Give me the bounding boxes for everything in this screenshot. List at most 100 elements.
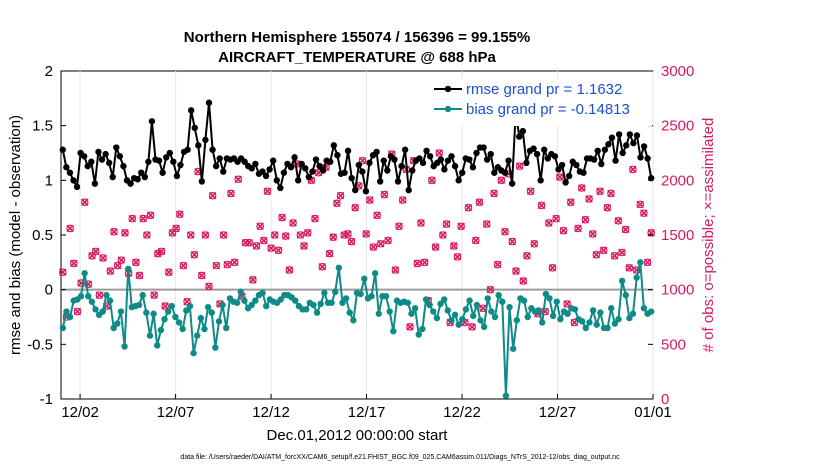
obs-assimilated-point — [278, 213, 286, 222]
obs-assimilated-point — [150, 291, 158, 299]
rmse-point — [444, 157, 452, 164]
obs-possible-point — [519, 277, 528, 285]
obs-possible-point — [640, 209, 648, 217]
rmse-point — [302, 165, 309, 172]
obs-possible-point — [541, 307, 549, 316]
rmse-point — [437, 156, 445, 163]
rmse-point — [373, 148, 380, 156]
obs-possible-point — [157, 247, 166, 256]
obs-assimilated-point — [417, 219, 425, 227]
obs-assimilated-point — [406, 323, 414, 331]
obs-possible-point — [311, 214, 319, 223]
obs-assimilated-point — [391, 266, 400, 274]
bias-point — [509, 345, 517, 352]
obs-possible-point — [161, 302, 169, 310]
rmse-point — [491, 169, 498, 176]
rmse-point — [541, 146, 548, 153]
obs-assimilated-point — [245, 238, 253, 247]
obs-assimilated-point — [537, 201, 546, 210]
obs-assimilated-point — [197, 271, 206, 280]
rmse-point — [259, 168, 266, 175]
obs-assimilated-point — [146, 211, 155, 220]
obs-possible-point — [552, 214, 560, 223]
rmse-point — [191, 124, 198, 132]
rmse-point — [598, 160, 605, 168]
legend-marker-bias — [444, 105, 452, 113]
rmse-point — [102, 150, 109, 158]
obs-possible-point — [113, 261, 122, 270]
bias-point — [342, 295, 350, 302]
rmse-point — [166, 149, 173, 157]
x-tick-label: 12/07 — [157, 404, 195, 421]
rmse-point — [633, 132, 641, 139]
bias-point — [139, 291, 146, 299]
obs-assimilated-point — [289, 219, 297, 227]
rmse-point — [391, 156, 398, 163]
bias-point — [433, 314, 441, 322]
obs-possible-point — [95, 291, 104, 299]
rmse-point — [105, 159, 113, 167]
obs-assimilated-point — [143, 231, 151, 239]
obs-possible-point — [172, 224, 180, 233]
rmse-point — [216, 155, 223, 162]
bias-point — [415, 331, 422, 338]
x-tick-label: 12/02 — [61, 404, 99, 421]
obs-possible-point — [278, 213, 286, 222]
chart-subtitle: AIRCRAFT_TEMPERATURE @ 688 hPa — [218, 49, 496, 66]
rmse-point — [352, 186, 359, 194]
obs-assimilated-point — [80, 198, 89, 206]
bias-point — [618, 277, 626, 285]
obs-possible-point — [574, 224, 582, 233]
rmse-point — [252, 160, 259, 168]
bias-point — [546, 295, 553, 302]
legend-rmse: rmse grand pr = 1.1632 — [466, 81, 622, 98]
rmse-point — [280, 169, 288, 176]
bias-point — [357, 290, 364, 298]
obs-assimilated-point — [420, 258, 429, 267]
obs-possible-point — [289, 219, 297, 227]
obs-possible-point — [475, 198, 484, 207]
obs-assimilated-point — [607, 189, 615, 198]
bias-point — [466, 297, 473, 304]
obs-possible-point — [413, 259, 422, 268]
obs-possible-point — [643, 258, 652, 267]
rmse-point — [91, 180, 99, 187]
obs-possible-point — [190, 250, 199, 259]
obs-possible-point — [230, 258, 239, 267]
obs-possible-point — [219, 231, 228, 239]
obs-assimilated-point — [362, 230, 370, 238]
obs-assimilated-point — [227, 189, 235, 198]
rmse-point — [155, 157, 163, 164]
rmse-point — [120, 162, 127, 170]
obs-possible-point — [369, 243, 378, 251]
bias-point — [637, 259, 644, 266]
rmse-point — [451, 162, 459, 170]
rmse-point — [551, 153, 559, 160]
rmse-point — [630, 139, 637, 147]
rmse-point — [198, 178, 206, 185]
obs-assimilated-point — [501, 227, 509, 236]
rmse-point — [170, 158, 177, 165]
obs-possible-point — [625, 263, 634, 272]
bias-point — [477, 317, 484, 324]
bias-point — [375, 310, 382, 317]
rmse-point — [519, 127, 527, 135]
obs-possible-point — [380, 190, 389, 199]
rmse-point — [291, 154, 298, 161]
obs-possible-point — [497, 176, 506, 185]
obs-assimilated-point — [223, 260, 232, 269]
obs-possible-point — [376, 239, 385, 248]
obs-assimilated-point — [263, 187, 272, 196]
bias-point — [212, 344, 219, 351]
obs-assimilated-point — [285, 266, 294, 274]
obs-possible-point — [325, 249, 334, 258]
obs-assimilated-point — [121, 229, 129, 237]
bias-point — [459, 315, 466, 323]
rmse-point — [419, 159, 427, 167]
obs-assimilated-point — [73, 307, 82, 316]
bias-point — [502, 392, 510, 399]
bias-point — [172, 313, 179, 321]
rmse-point — [145, 158, 152, 165]
obs-assimilated-point — [471, 236, 480, 245]
obs-possible-point — [99, 254, 107, 262]
